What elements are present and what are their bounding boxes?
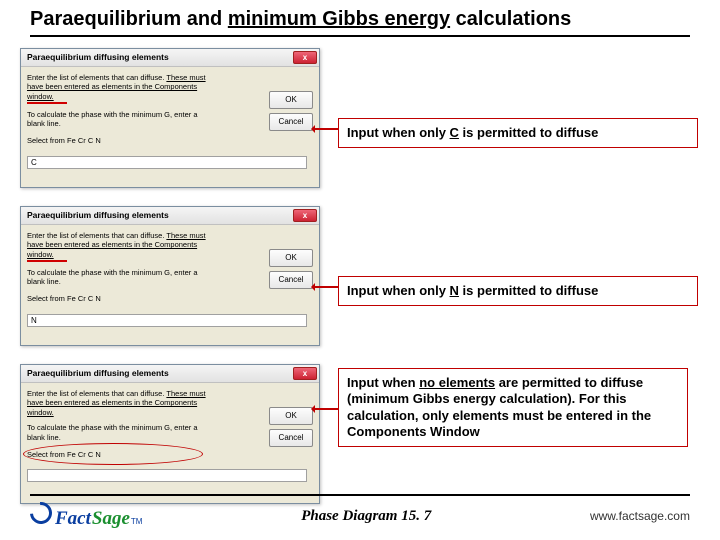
callout-arrow-icon: [312, 128, 338, 130]
callout-text: is permitted to diffuse: [459, 125, 598, 140]
dialog-body: Enter the list of elements that can diff…: [21, 383, 319, 503]
dialog-body: Enter the list of elements that can diff…: [21, 67, 319, 187]
dialog-body: Enter the list of elements that can diff…: [21, 225, 319, 345]
title-text-1: Paraequilibrium and: [30, 8, 228, 30]
dialog-2: Paraequilibrium diffusing elements x Ent…: [20, 206, 320, 346]
callout-3: Input when no elements are permitted to …: [338, 368, 688, 447]
callout-arrow-icon: [312, 408, 338, 410]
prompt-text-1: Enter the list of elements that can diff…: [27, 73, 217, 104]
close-button[interactable]: x: [293, 209, 317, 222]
dialog-titlebar: Paraequilibrium diffusing elements x: [21, 49, 319, 67]
cancel-button[interactable]: Cancel: [269, 429, 313, 447]
close-button[interactable]: x: [293, 367, 317, 380]
callout-2: Input when only N is permitted to diffus…: [338, 276, 698, 306]
dialog-title: Paraequilibrium diffusing elements: [27, 52, 169, 63]
red-underline-icon: [27, 102, 67, 104]
callout-text: Input when only: [347, 125, 450, 140]
footer-center: Phase Diagram 15. 7: [301, 508, 431, 525]
elements-input[interactable]: N: [27, 314, 307, 327]
prompt-text-2: To calculate the phase with the minimum …: [27, 268, 217, 287]
callout-text: is permitted to diffuse: [459, 283, 598, 298]
title-text-2: calculations: [450, 8, 571, 30]
callout-underline: no elements: [419, 375, 495, 390]
callout-underline: C: [450, 125, 459, 140]
elements-input[interactable]: [27, 469, 307, 482]
footer: FactSageTM Phase Diagram 15. 7 www.facts…: [30, 494, 690, 530]
select-from-label: Select from Fe Cr C N: [27, 450, 313, 459]
dialog-title: Paraequilibrium diffusing elements: [27, 368, 169, 379]
page-title: Paraequilibrium and minimum Gibbs energy…: [30, 8, 690, 37]
select-from-label: Select from Fe Cr C N: [27, 294, 313, 303]
dialog-titlebar: Paraequilibrium diffusing elements x: [21, 365, 319, 383]
logo-fact: Fact: [55, 508, 91, 530]
dialog-titlebar: Paraequilibrium diffusing elements x: [21, 207, 319, 225]
select-from-label: Select from Fe Cr C N: [27, 136, 313, 145]
close-button[interactable]: x: [293, 51, 317, 64]
footer-label: Phase Diagram: [301, 508, 397, 524]
prompt-text-1: Enter the list of elements that can diff…: [27, 231, 217, 262]
callout-underline: N: [450, 283, 459, 298]
callout-arrow-icon: [312, 286, 338, 288]
dialog-3: Paraequilibrium diffusing elements x Ent…: [20, 364, 320, 504]
dialog-1: Paraequilibrium diffusing elements x Ent…: [20, 48, 320, 188]
footer-num: 15. 7: [397, 508, 431, 524]
elements-input[interactable]: C: [27, 156, 307, 169]
callout-1: Input when only C is permitted to diffus…: [338, 118, 698, 148]
logo-tm: TM: [131, 517, 143, 526]
prompt-text-2: To calculate the phase with the minimum …: [27, 423, 217, 442]
logo-sage: Sage: [92, 508, 130, 530]
factsage-logo: FactSageTM: [30, 502, 142, 530]
logo-swirl-icon: [26, 498, 57, 529]
callout-text: Input when: [347, 375, 419, 390]
ok-button[interactable]: OK: [269, 91, 313, 109]
title-text-underlined: minimum Gibbs energy: [228, 8, 450, 30]
dialog-title: Paraequilibrium diffusing elements: [27, 210, 169, 221]
red-underline-icon: [27, 260, 67, 262]
callout-text: Input when only: [347, 283, 450, 298]
footer-url: www.factsage.com: [590, 509, 690, 523]
ok-button[interactable]: OK: [269, 249, 313, 267]
prompt-text-2: To calculate the phase with the minimum …: [27, 110, 217, 129]
prompt-text-1: Enter the list of elements that can diff…: [27, 389, 217, 417]
